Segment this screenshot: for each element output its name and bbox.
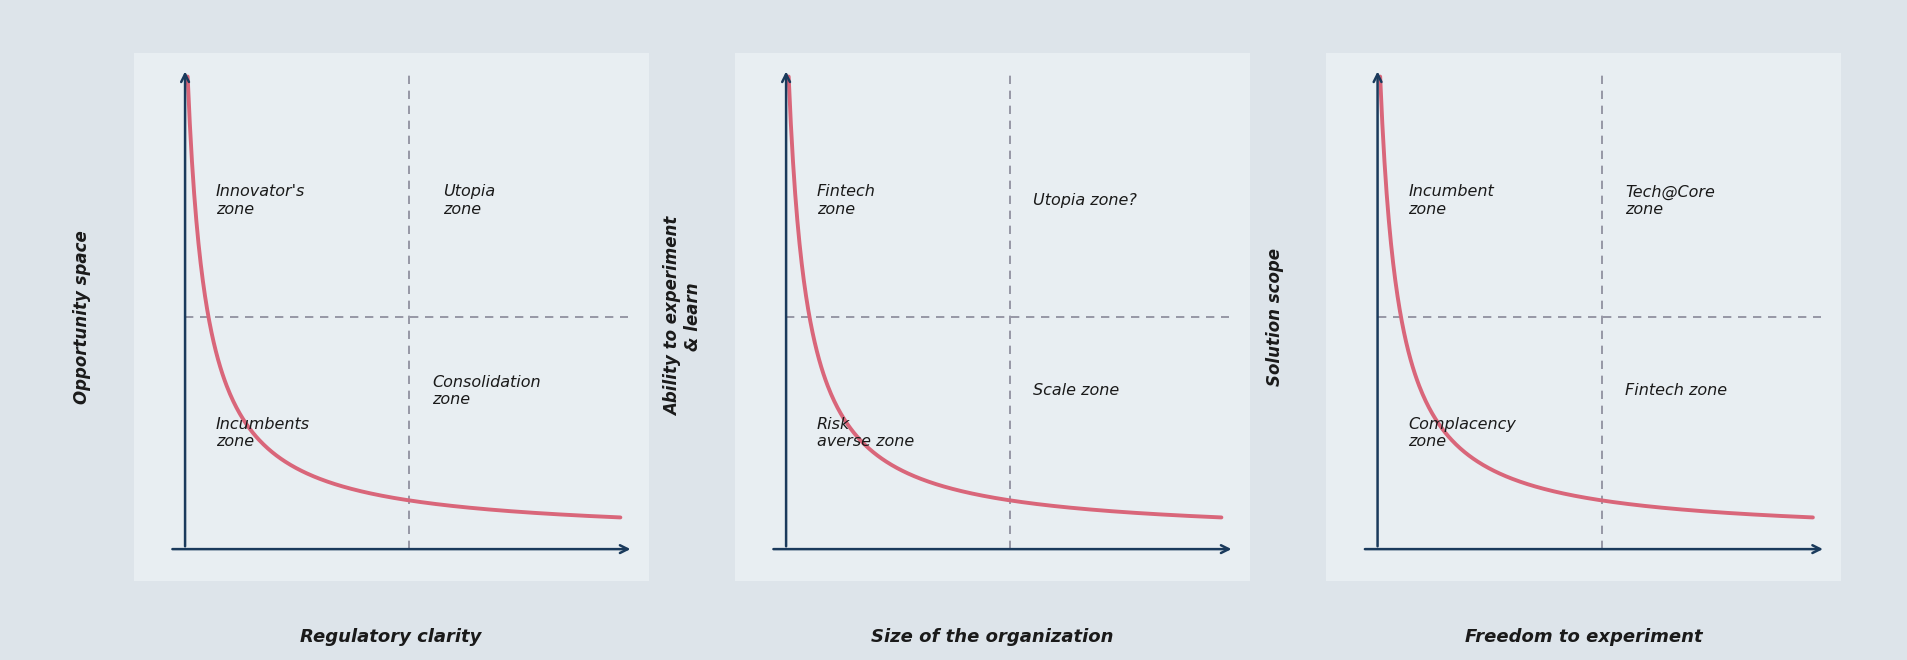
Text: Risk
averse zone: Risk averse zone [816, 416, 913, 449]
Text: Size of the organization: Size of the organization [870, 628, 1114, 646]
Text: Scale zone: Scale zone [1034, 383, 1119, 398]
Text: Fintech zone: Fintech zone [1625, 383, 1726, 398]
Text: Complacency
zone: Complacency zone [1407, 416, 1516, 449]
Text: Ability to experiment
& learn: Ability to experiment & learn [664, 217, 702, 416]
Text: Incumbents
zone: Incumbents zone [215, 416, 311, 449]
Text: Utopia
zone: Utopia zone [442, 184, 494, 217]
Text: Incumbent
zone: Incumbent zone [1407, 184, 1493, 217]
Text: Innovator's
zone: Innovator's zone [215, 184, 305, 217]
Text: Solution scope: Solution scope [1264, 248, 1283, 386]
Text: Tech@Core
zone: Tech@Core zone [1625, 184, 1714, 217]
Text: Fintech
zone: Fintech zone [816, 184, 875, 217]
Text: Regulatory clarity: Regulatory clarity [299, 628, 482, 646]
Text: Opportunity space: Opportunity space [72, 230, 92, 404]
Text: Freedom to experiment: Freedom to experiment [1465, 628, 1701, 646]
Text: Consolidation
zone: Consolidation zone [433, 374, 542, 407]
Text: Utopia zone?: Utopia zone? [1034, 193, 1137, 208]
